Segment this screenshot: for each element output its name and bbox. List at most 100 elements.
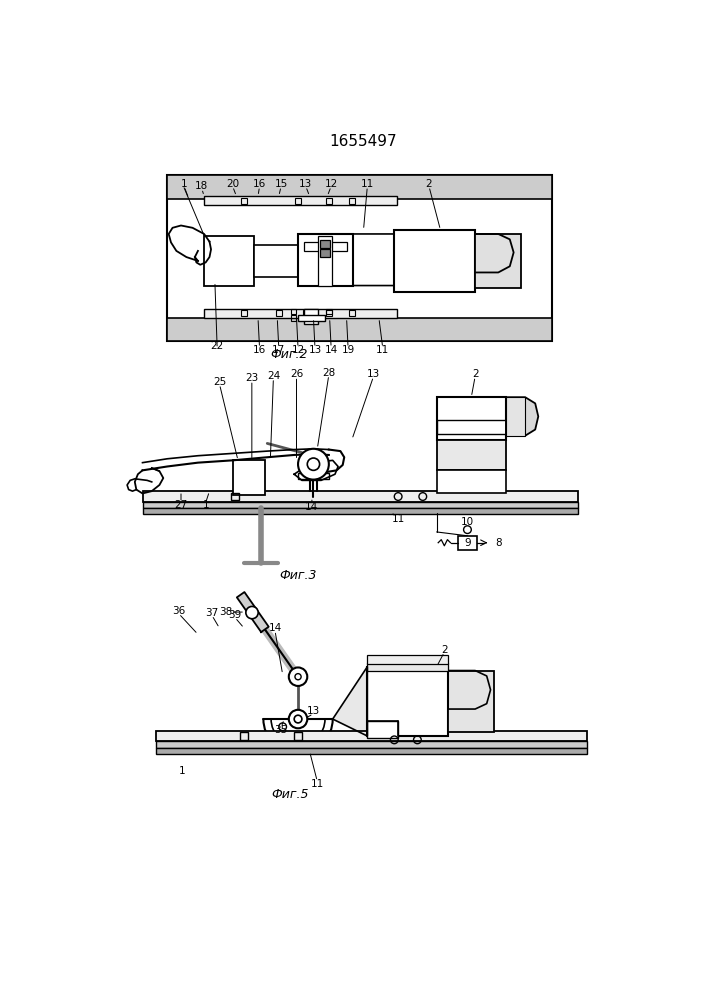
Text: 2: 2 (441, 645, 448, 655)
Polygon shape (237, 592, 269, 632)
Bar (298, 234, 354, 286)
Text: 11: 11 (392, 514, 405, 524)
Bar (303, 310, 309, 316)
Bar (326, 309, 332, 314)
Bar (156, 741, 587, 748)
Bar (298, 473, 329, 479)
Text: 8: 8 (495, 538, 501, 548)
Text: 10: 10 (461, 517, 474, 527)
Bar (204, 309, 397, 318)
Circle shape (464, 526, 472, 533)
Bar (368, 721, 398, 738)
Text: 37: 37 (205, 608, 218, 618)
Text: 23: 23 (245, 373, 259, 383)
Text: 13: 13 (299, 179, 312, 189)
Text: 9: 9 (464, 538, 471, 548)
Text: 14: 14 (269, 623, 281, 633)
Bar (167, 318, 552, 341)
Bar (143, 502, 578, 508)
Bar (294, 732, 302, 740)
Bar (349, 198, 355, 204)
Text: 12: 12 (291, 345, 305, 355)
Circle shape (295, 674, 301, 680)
Bar (167, 175, 552, 199)
Circle shape (288, 710, 308, 728)
Bar (156, 748, 587, 754)
Bar (254, 245, 300, 277)
Bar (204, 235, 254, 286)
Text: 27: 27 (175, 500, 187, 510)
Text: 14: 14 (325, 345, 338, 355)
Bar (298, 315, 325, 321)
Polygon shape (448, 671, 491, 709)
Bar (437, 420, 506, 434)
Text: 39: 39 (228, 610, 242, 620)
Bar (241, 310, 247, 316)
Bar (475, 234, 521, 288)
Bar (295, 198, 301, 204)
Bar (291, 315, 296, 321)
Text: 12: 12 (325, 179, 338, 189)
Text: 26: 26 (290, 369, 303, 379)
Text: 36: 36 (172, 606, 185, 616)
Text: Фиг.2: Фиг.2 (270, 348, 308, 361)
Text: 22: 22 (211, 341, 224, 351)
Text: 38: 38 (219, 607, 233, 617)
Polygon shape (354, 234, 409, 286)
Text: 25: 25 (213, 377, 226, 387)
Bar (320, 240, 329, 248)
Circle shape (308, 458, 320, 470)
Text: 20: 20 (226, 179, 239, 189)
Bar (143, 508, 578, 514)
Text: 1655497: 1655497 (329, 134, 397, 149)
Bar (233, 460, 265, 495)
Bar (437, 397, 506, 440)
Bar (318, 235, 332, 286)
Text: 1: 1 (202, 500, 209, 510)
Text: 24: 24 (267, 371, 280, 381)
Text: Фиг.3: Фиг.3 (279, 569, 317, 582)
Bar (368, 663, 448, 671)
Polygon shape (475, 234, 514, 272)
Text: 1: 1 (181, 179, 187, 189)
Text: 19: 19 (341, 345, 355, 355)
Text: 15: 15 (274, 179, 288, 189)
Circle shape (298, 449, 329, 480)
Text: Фиг.5: Фиг.5 (271, 788, 309, 801)
Bar (506, 397, 525, 436)
Bar (143, 491, 578, 502)
Circle shape (246, 606, 258, 619)
Polygon shape (333, 667, 368, 736)
Bar (241, 198, 247, 204)
Bar (276, 310, 282, 316)
Text: 11: 11 (376, 345, 390, 355)
Bar (349, 310, 355, 316)
Text: 1: 1 (180, 766, 186, 776)
Text: 35: 35 (274, 725, 288, 735)
Text: 2: 2 (426, 179, 432, 189)
Text: 2: 2 (472, 369, 479, 379)
Bar (437, 470, 506, 493)
Bar (368, 667, 448, 736)
Text: 11: 11 (310, 779, 324, 789)
Text: 13: 13 (307, 706, 320, 716)
Text: 11: 11 (361, 179, 374, 189)
Bar (291, 309, 296, 314)
Bar (437, 440, 506, 470)
Bar (167, 175, 552, 341)
Text: 17: 17 (272, 345, 286, 355)
Bar (448, 671, 494, 732)
Polygon shape (506, 397, 538, 436)
Circle shape (288, 667, 308, 686)
Bar (231, 493, 239, 500)
Bar (304, 242, 346, 251)
Circle shape (294, 715, 302, 723)
Bar (156, 731, 587, 741)
Text: 16: 16 (253, 345, 266, 355)
Text: 28: 28 (322, 368, 335, 378)
Bar (326, 310, 332, 316)
Bar (320, 249, 329, 257)
Bar (204, 196, 397, 205)
Text: 13: 13 (308, 345, 322, 355)
Bar (326, 198, 332, 204)
